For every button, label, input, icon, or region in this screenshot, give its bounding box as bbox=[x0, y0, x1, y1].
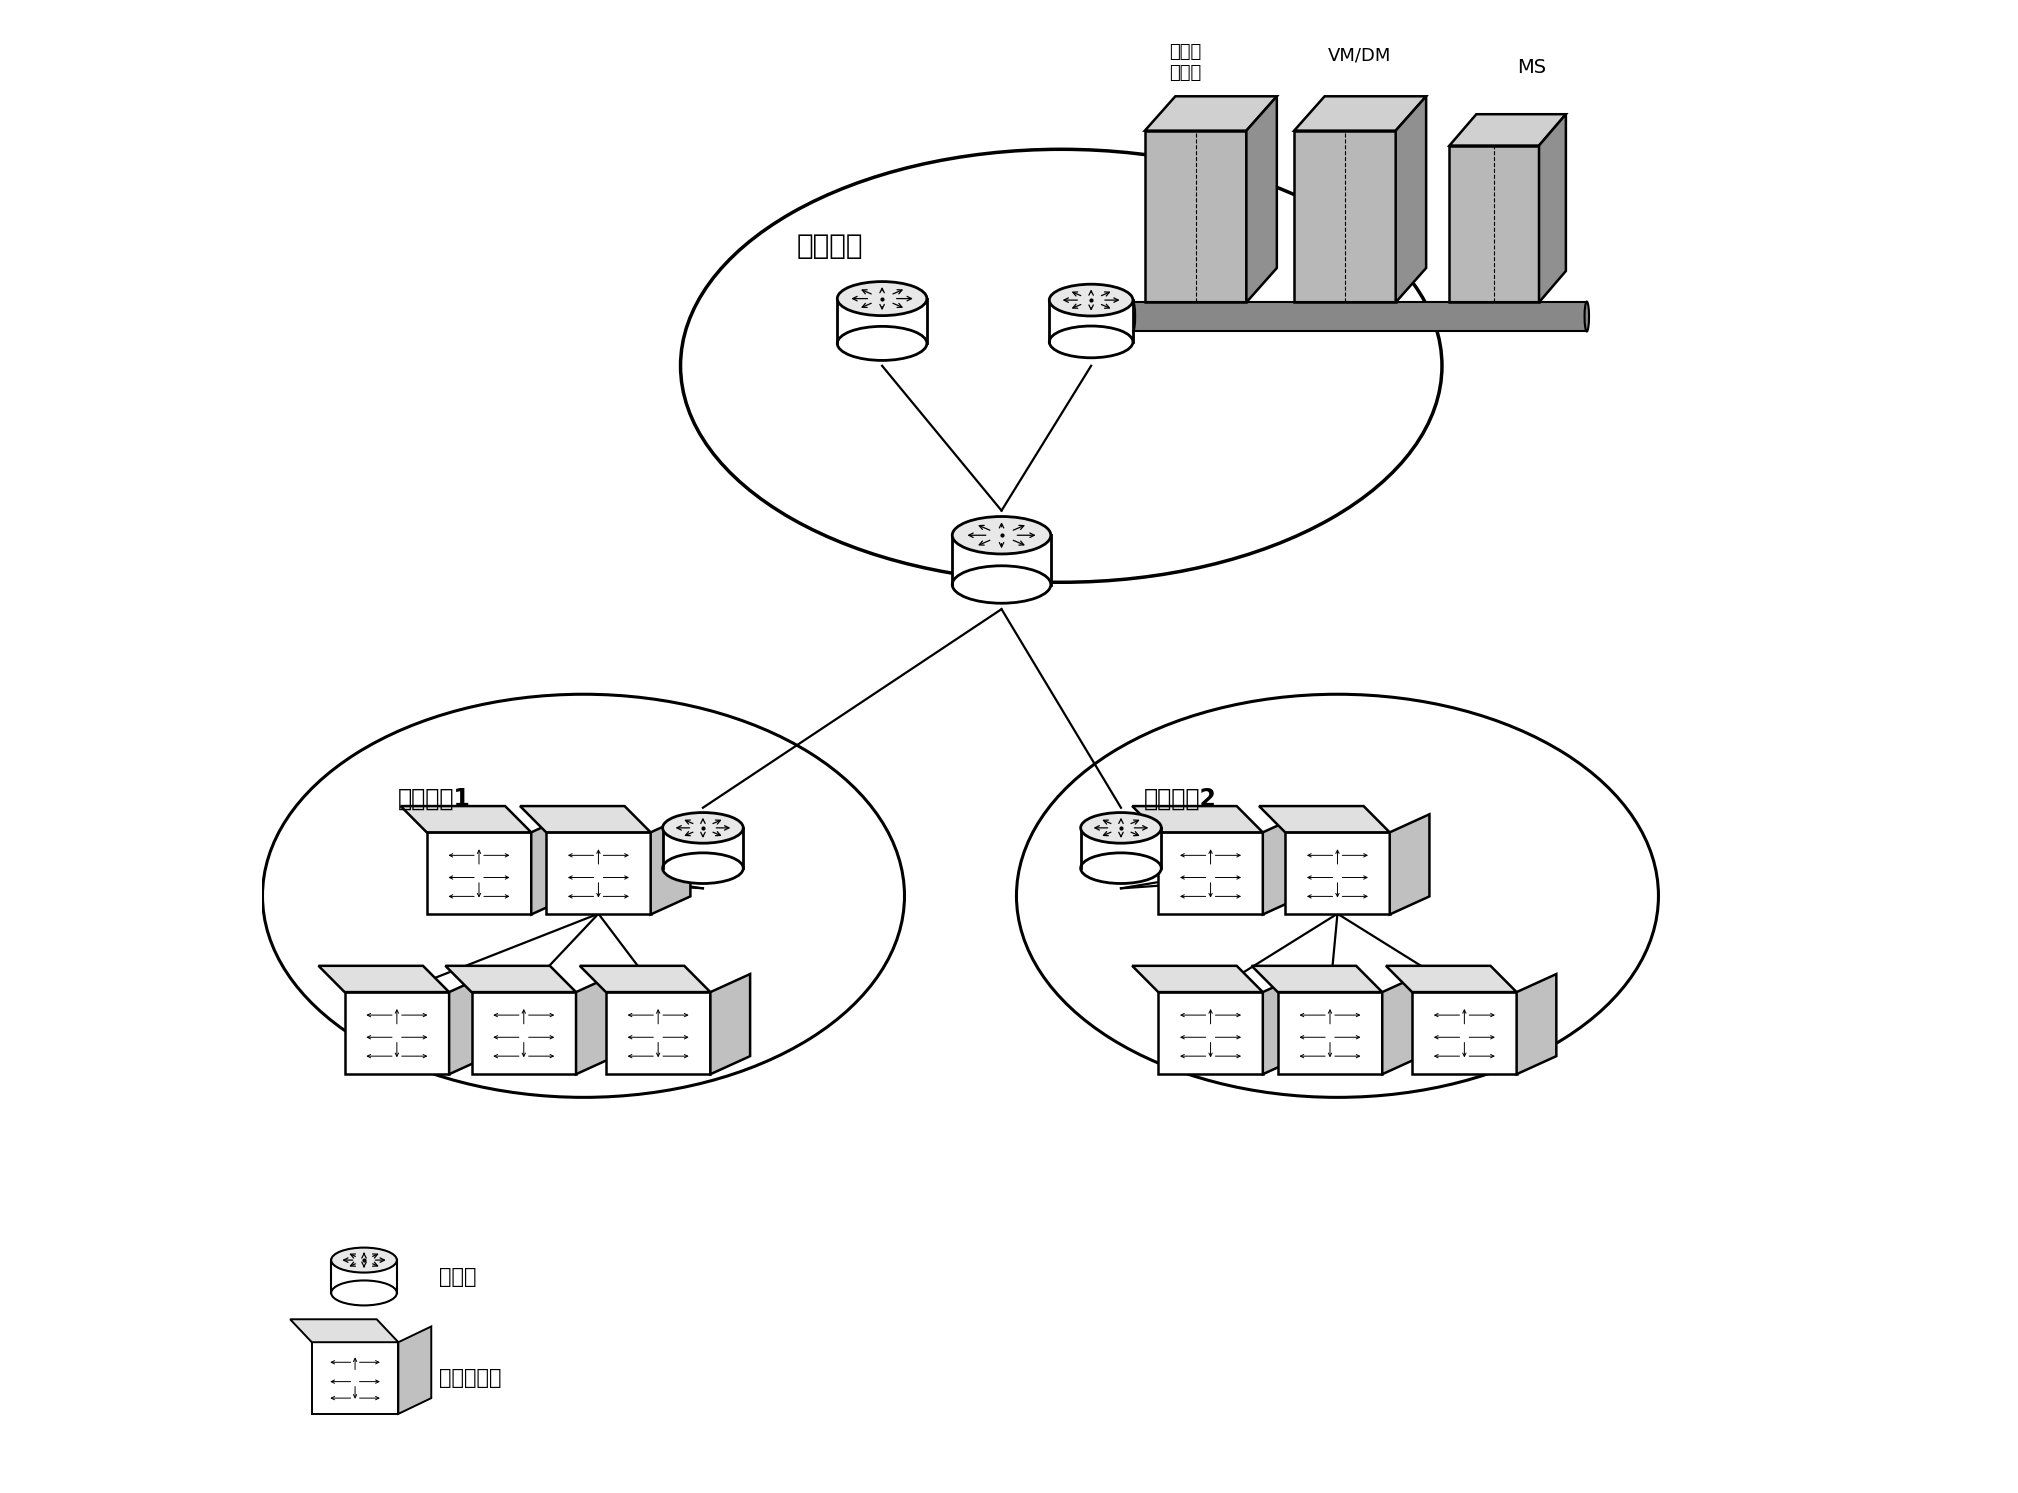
Polygon shape bbox=[952, 536, 1051, 584]
Polygon shape bbox=[345, 991, 450, 1075]
Polygon shape bbox=[547, 833, 650, 914]
Ellipse shape bbox=[662, 853, 743, 884]
Ellipse shape bbox=[680, 149, 1443, 582]
Polygon shape bbox=[650, 814, 690, 914]
Polygon shape bbox=[1277, 991, 1382, 1075]
Polygon shape bbox=[446, 966, 575, 991]
Polygon shape bbox=[1144, 131, 1247, 302]
Polygon shape bbox=[1413, 991, 1518, 1075]
Ellipse shape bbox=[1082, 853, 1160, 884]
Polygon shape bbox=[426, 833, 531, 914]
Text: 监控管
理中心: 监控管 理中心 bbox=[1168, 43, 1201, 82]
Polygon shape bbox=[1396, 97, 1427, 302]
Text: 分支区域1: 分支区域1 bbox=[398, 787, 470, 811]
Polygon shape bbox=[1158, 991, 1263, 1075]
Ellipse shape bbox=[1049, 325, 1132, 358]
Polygon shape bbox=[450, 973, 488, 1075]
Ellipse shape bbox=[331, 1281, 398, 1305]
Polygon shape bbox=[710, 973, 751, 1075]
Polygon shape bbox=[521, 806, 650, 833]
Polygon shape bbox=[1263, 973, 1302, 1075]
Ellipse shape bbox=[1049, 284, 1132, 317]
Ellipse shape bbox=[1584, 302, 1588, 331]
Polygon shape bbox=[1285, 833, 1390, 914]
Text: 二层交换机: 二层交换机 bbox=[438, 1368, 500, 1388]
Polygon shape bbox=[1158, 833, 1263, 914]
Ellipse shape bbox=[837, 327, 926, 360]
Polygon shape bbox=[1251, 966, 1382, 991]
Polygon shape bbox=[311, 1342, 398, 1414]
Polygon shape bbox=[398, 1326, 432, 1414]
Polygon shape bbox=[1386, 966, 1518, 991]
Polygon shape bbox=[402, 806, 531, 833]
Polygon shape bbox=[837, 299, 926, 343]
Polygon shape bbox=[331, 1260, 398, 1293]
Ellipse shape bbox=[1130, 302, 1136, 331]
Polygon shape bbox=[1259, 806, 1390, 833]
Text: VM/DM: VM/DM bbox=[1328, 46, 1392, 64]
Polygon shape bbox=[1449, 146, 1540, 302]
Polygon shape bbox=[319, 966, 450, 991]
Polygon shape bbox=[1390, 814, 1429, 914]
Polygon shape bbox=[1263, 814, 1302, 914]
Text: MS: MS bbox=[1518, 58, 1546, 76]
Ellipse shape bbox=[952, 566, 1051, 603]
Polygon shape bbox=[575, 973, 615, 1075]
Ellipse shape bbox=[952, 517, 1051, 554]
Ellipse shape bbox=[662, 812, 743, 844]
Ellipse shape bbox=[1017, 694, 1659, 1097]
Polygon shape bbox=[1247, 97, 1277, 302]
Ellipse shape bbox=[331, 1248, 398, 1272]
Polygon shape bbox=[1144, 97, 1277, 131]
Ellipse shape bbox=[262, 694, 904, 1097]
Polygon shape bbox=[605, 991, 710, 1075]
Ellipse shape bbox=[1082, 812, 1160, 844]
Polygon shape bbox=[1294, 131, 1396, 302]
Polygon shape bbox=[1082, 827, 1160, 869]
Polygon shape bbox=[1518, 973, 1556, 1075]
Polygon shape bbox=[1294, 97, 1427, 131]
Polygon shape bbox=[1382, 973, 1423, 1075]
Polygon shape bbox=[1132, 302, 1586, 331]
Text: 中心区域: 中心区域 bbox=[797, 233, 864, 260]
Text: 分支区域2: 分支区域2 bbox=[1144, 787, 1217, 811]
Polygon shape bbox=[662, 827, 743, 869]
Polygon shape bbox=[1049, 300, 1132, 342]
Polygon shape bbox=[531, 814, 571, 914]
Polygon shape bbox=[1449, 115, 1566, 146]
Text: 路由器: 路由器 bbox=[438, 1266, 476, 1287]
Polygon shape bbox=[291, 1320, 398, 1342]
Polygon shape bbox=[1132, 806, 1263, 833]
Ellipse shape bbox=[837, 282, 926, 315]
Polygon shape bbox=[472, 991, 575, 1075]
Polygon shape bbox=[579, 966, 710, 991]
Polygon shape bbox=[1132, 966, 1263, 991]
Polygon shape bbox=[1540, 115, 1566, 302]
